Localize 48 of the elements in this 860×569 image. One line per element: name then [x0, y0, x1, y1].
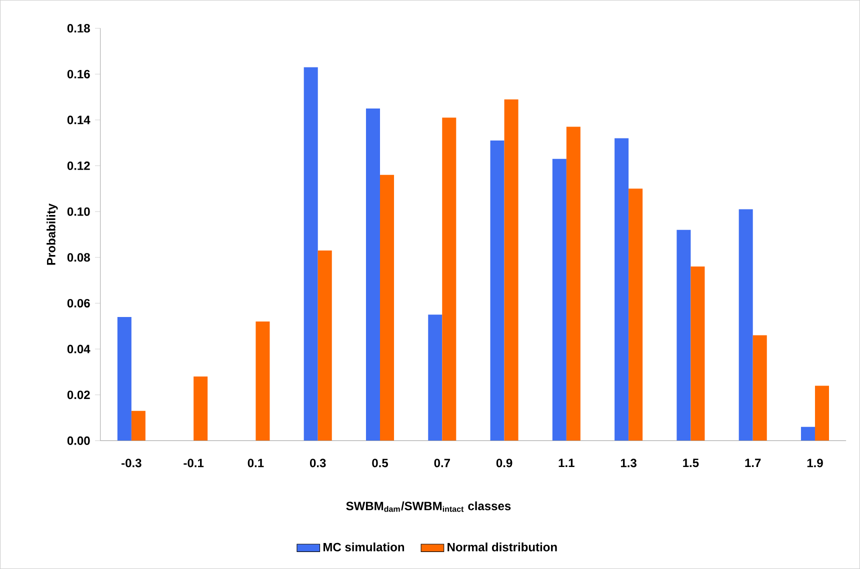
x-tick-label: 1.9: [807, 458, 823, 468]
bar: [800, 426, 815, 441]
bar: [442, 118, 456, 441]
x-tick-label: 1.1: [558, 458, 574, 467]
legend-label: Normal distribution: [448, 542, 557, 552]
bar: [366, 108, 380, 441]
x-tick-label: 1.5: [683, 458, 699, 468]
bar: [628, 188, 643, 441]
x-axis-title: SWBM$_{dam}$/SWBM$_{intact}$ classes: [346, 501, 511, 512]
x-tick-label: 0.3: [310, 458, 326, 468]
bar: [752, 335, 767, 441]
y-tick-label: 0.02: [67, 390, 90, 400]
bar: [318, 250, 332, 441]
y-tick-label: 0.04: [67, 344, 90, 354]
legend-label: MC simulation: [324, 542, 404, 552]
bar: [504, 99, 518, 441]
y-tick-label: 0.14: [67, 116, 90, 124]
bar: [566, 126, 580, 441]
bar: [304, 67, 318, 441]
y-tick-label: 0.18: [67, 24, 90, 33]
bar: [552, 158, 566, 441]
y-tick-label: 0.16: [67, 70, 90, 78]
y-tick-label: 0.12: [67, 161, 90, 170]
bar: [256, 322, 270, 441]
bar: [117, 316, 132, 441]
bar: [614, 138, 629, 441]
x-tick-label: 1.7: [745, 458, 761, 467]
y-tick-label: 0.08: [67, 253, 90, 262]
bar: [428, 314, 442, 441]
x-tick-label: 0.9: [496, 458, 512, 468]
x-tick-label: 0.7: [434, 458, 450, 468]
y-tick-label: 0.10: [67, 207, 90, 216]
bar: [676, 230, 691, 441]
x-tick-label: 0.1: [248, 458, 264, 468]
bar: [814, 386, 830, 441]
bar: [380, 174, 394, 441]
x-tick-label: -0.3: [122, 458, 142, 468]
bar: [738, 209, 753, 441]
bar: [131, 410, 146, 441]
y-tick-label: 0.00: [67, 436, 90, 445]
bar: [490, 140, 504, 441]
bar: [194, 376, 208, 441]
y-axis-title: Probability: [46, 203, 58, 265]
bar: [690, 266, 705, 441]
x-tick-label: -0.1: [184, 458, 204, 468]
x-tick-label: 1.3: [620, 458, 636, 468]
y-tick-label: 0.06: [67, 298, 90, 308]
x-tick-label: 0.5: [372, 458, 388, 468]
